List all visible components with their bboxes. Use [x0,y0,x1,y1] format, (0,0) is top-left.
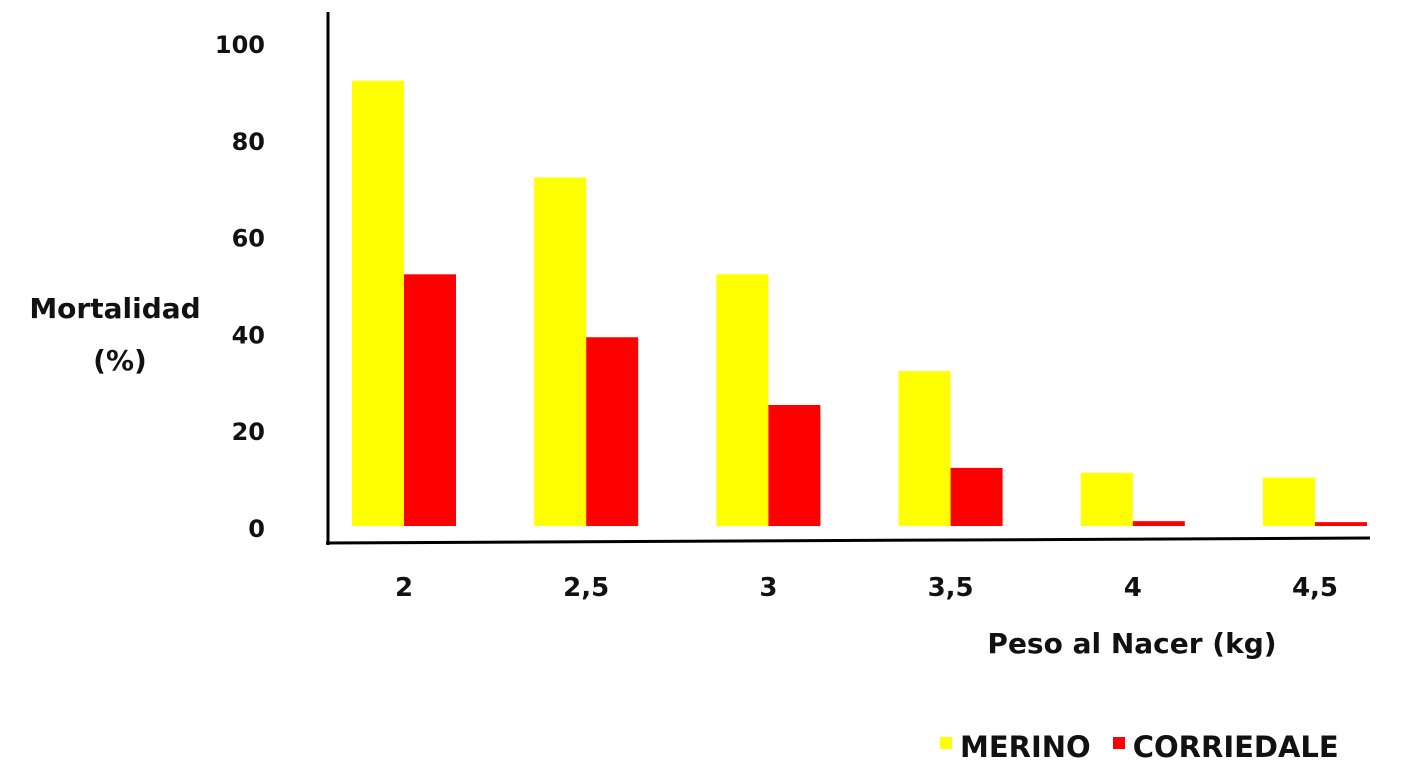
x-axis-line [325,536,1371,545]
bar-corriedale-1 [586,337,639,526]
bar-merino-5 [1263,477,1315,526]
bar-merino-2 [716,274,769,526]
bar-corriedale-5 [1315,522,1367,526]
y-tick-label: 80 [232,128,265,156]
y-tick-label: 20 [232,418,265,446]
axes [325,12,1371,545]
bar-corriedale-0 [404,274,456,526]
legend-item-corriedale: CORRIEDALE [1112,730,1339,764]
legend: MERINO CORRIEDALE [940,730,1339,764]
x-tick-label: 3,5 [928,573,974,603]
x-tick-label: 2,5 [563,573,609,603]
x-tick-label: 4 [1124,573,1142,603]
x-tick-label: 3 [759,573,777,603]
y-tick-label: 0 [248,515,265,543]
y-tick-label: 100 [215,31,265,59]
y-axis-ticks: 0 20 40 60 80 100 [215,31,265,543]
x-axis-categories: 2 2,5 3 3,5 4 4,5 [395,573,1338,603]
legend-item-merino: MERINO [940,730,1091,764]
y-tick-label: 60 [232,225,265,253]
bar-merino-1 [534,177,587,526]
legend-swatch-merino [940,737,952,749]
bars [352,80,1367,526]
x-tick-label: 2 [395,573,413,603]
bar-merino-3 [898,371,951,526]
y-tick-label: 40 [232,321,265,349]
x-axis-label: Peso al Nacer (kg) [987,627,1276,660]
bar-corriedale-2 [768,405,821,526]
bar-merino-4 [1080,472,1133,526]
legend-label-corriedale: CORRIEDALE [1132,730,1339,764]
y-axis-label-line2: (%) [93,344,147,377]
y-axis-label-line1: Mortalidad [29,292,200,325]
bar-merino-0 [352,80,404,526]
bar-corriedale-3 [950,467,1003,526]
x-tick-label: 4,5 [1292,573,1338,603]
legend-swatch-corriedale [1112,737,1125,749]
legend-label-merino: MERINO [960,730,1091,764]
bar-corriedale-4 [1132,521,1185,526]
